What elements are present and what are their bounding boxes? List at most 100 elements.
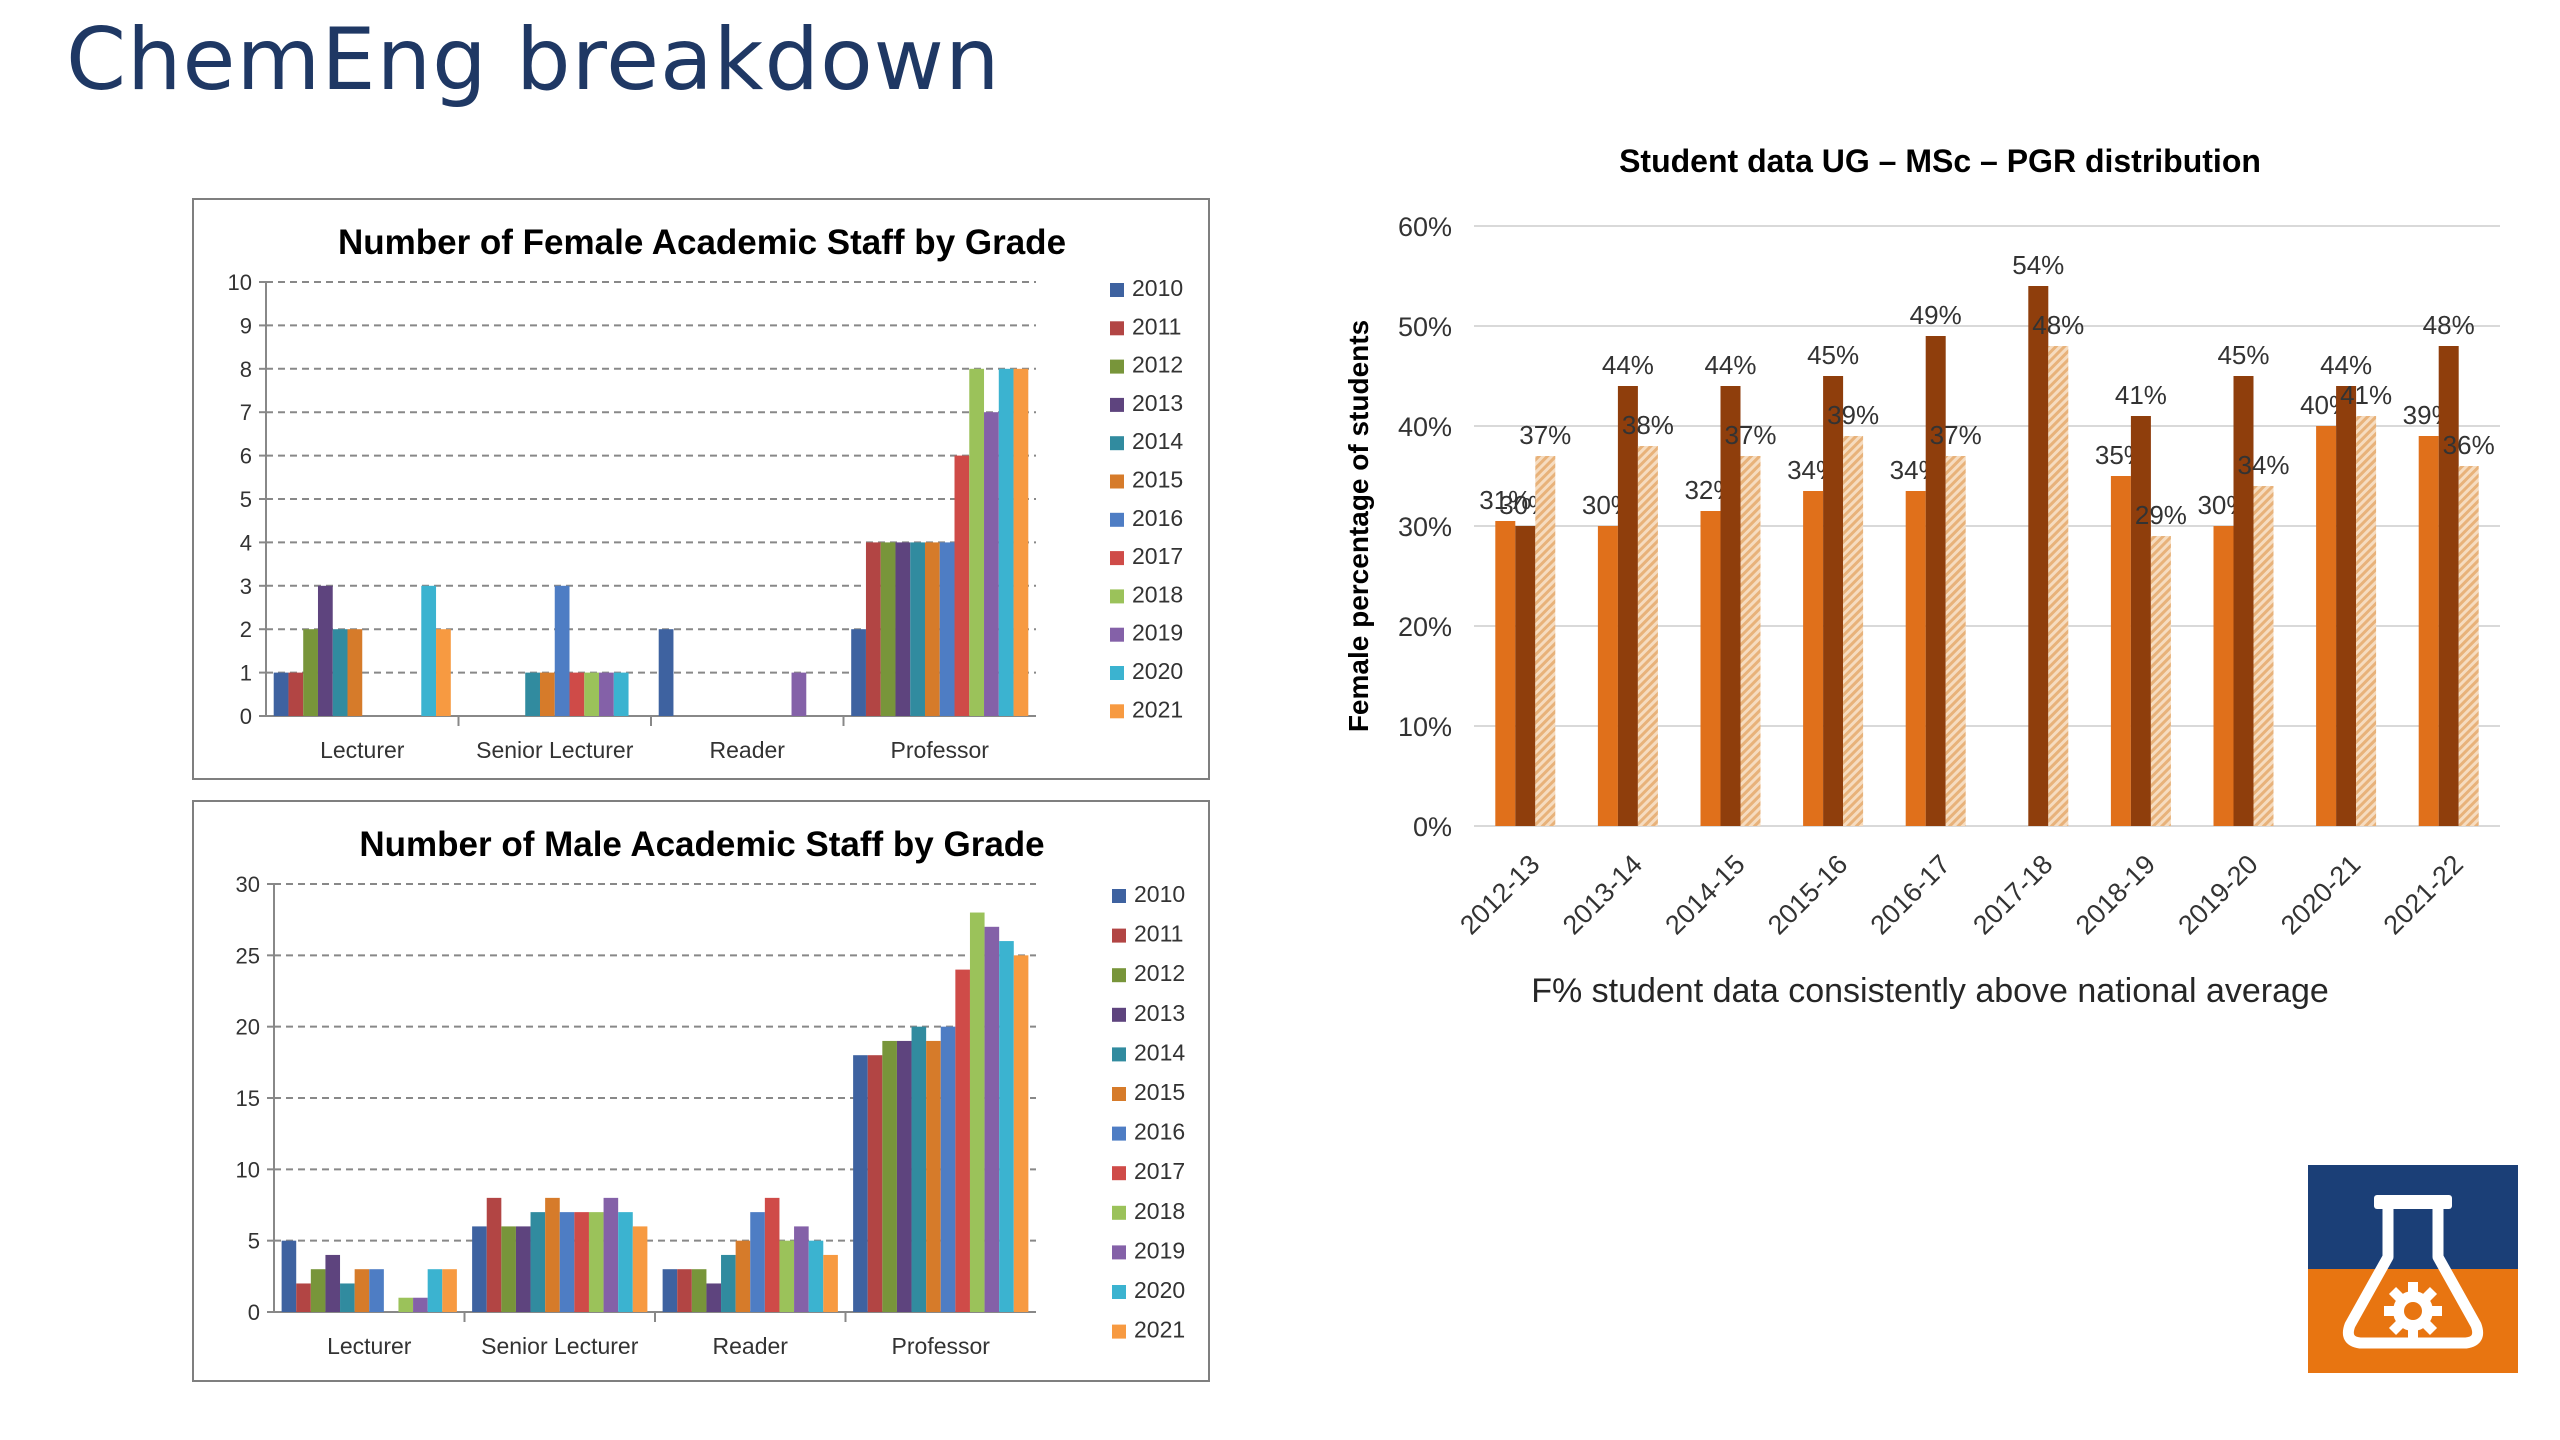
- bar: [569, 672, 585, 716]
- data-label: 37%: [1930, 420, 1982, 450]
- x-tick-label: 2015-16: [1762, 849, 1853, 940]
- y-tick-label: 30: [236, 872, 260, 897]
- bar: [998, 368, 1014, 716]
- bar: [954, 455, 970, 716]
- x-tick-label: 2020-21: [2275, 849, 2366, 940]
- x-tick-label: Reader: [713, 1333, 789, 1359]
- bar: [442, 1269, 457, 1312]
- y-tick-label: 0: [248, 1300, 260, 1325]
- bar: [421, 585, 437, 716]
- data-label: 54%: [2012, 250, 2064, 280]
- legend-swatch: [1112, 1007, 1126, 1022]
- legend-label: 2019: [1134, 1237, 1185, 1263]
- data-label: 38%: [1622, 410, 1674, 440]
- male-staff-chart: Number of Male Academic Staff by Grade 0 5…: [236, 825, 1186, 1359]
- chart-title: Number of Female Academic Staff by Grade: [338, 223, 1066, 262]
- bar: [354, 1269, 370, 1312]
- x-tick-label: 2014-15: [1659, 849, 1750, 940]
- bar: [2048, 346, 2069, 826]
- bar: [2316, 426, 2337, 826]
- data-label: 44%: [1704, 350, 1756, 380]
- legend-swatch: [1112, 889, 1126, 903]
- bar: [332, 629, 348, 716]
- y-tick-label: 3: [240, 574, 252, 599]
- legend-label: 2010: [1134, 881, 1185, 907]
- legend-swatch: [1110, 436, 1124, 451]
- legend-label: 2013: [1134, 1000, 1185, 1026]
- legend-swatch: [1112, 1047, 1126, 1062]
- bar: [880, 542, 896, 716]
- y-tick-label: 10: [228, 270, 252, 295]
- legend-label: 2020: [1132, 658, 1183, 684]
- y-tick-label: 15: [236, 1086, 260, 1111]
- bar: [911, 1026, 927, 1312]
- bar: [691, 1269, 707, 1312]
- y-tick-label: 1: [240, 661, 252, 686]
- bar: [735, 1240, 751, 1312]
- data-label: 48%: [2032, 310, 2084, 340]
- bar: [791, 672, 807, 716]
- bar: [2130, 416, 2151, 826]
- legend-label: 2015: [1134, 1079, 1185, 1105]
- x-tick-label: Lecturer: [320, 737, 405, 763]
- legend-label: 2021: [1134, 1317, 1185, 1343]
- x-tick-label: Senior Lecturer: [481, 1333, 639, 1359]
- bar: [599, 672, 614, 716]
- legend-label: 2016: [1132, 505, 1183, 531]
- data-label: 41%: [2115, 380, 2167, 410]
- y-tick-label: 5: [240, 487, 252, 512]
- x-tick-label: 2017-18: [1967, 849, 2058, 940]
- bar: [1495, 521, 1516, 826]
- bar: [530, 1212, 546, 1312]
- legend-label: 2020: [1134, 1277, 1185, 1303]
- legend-label: 2011: [1132, 313, 1181, 339]
- legend-swatch: [1112, 1126, 1126, 1141]
- bar: [1740, 456, 1761, 826]
- bar: [554, 585, 570, 716]
- bar: [969, 368, 985, 716]
- x-tick-label: Professor: [891, 737, 990, 763]
- y-tick-label: 60%: [1398, 212, 1452, 242]
- bar: [486, 1197, 502, 1312]
- bar: [525, 672, 540, 716]
- y-tick-label: 4: [240, 530, 252, 555]
- bar: [2418, 436, 2439, 826]
- male-staff-chart-frame: Number of Male Academic Staff by Grade 0 5…: [192, 800, 1210, 1382]
- logo: [2308, 1165, 2518, 1373]
- x-tick-label: Professor: [892, 1333, 991, 1359]
- slide-title: ChemEng breakdown: [66, 10, 1001, 110]
- legend-swatch: [1112, 1245, 1126, 1260]
- bar: [288, 672, 304, 716]
- bar: [2110, 476, 2131, 826]
- bar: [984, 412, 999, 716]
- bar: [1597, 526, 1618, 826]
- bar: [808, 1240, 824, 1312]
- bar: [764, 1197, 780, 1312]
- female-staff-chart-frame: Number of Female Academic Staff by Grade…: [192, 198, 1210, 780]
- legend-label: 2021: [1132, 696, 1183, 722]
- data-label: 36%: [2443, 430, 2495, 460]
- legend-swatch: [1112, 1166, 1126, 1181]
- bar: [955, 969, 970, 1312]
- y-tick-label: 0: [240, 704, 252, 729]
- bar: [896, 1040, 912, 1312]
- bar: [413, 1297, 428, 1312]
- bar: [2356, 416, 2377, 826]
- bar: [369, 1269, 384, 1312]
- bar: [1013, 955, 1029, 1312]
- bar: [926, 1040, 941, 1312]
- bar: [750, 1212, 765, 1312]
- y-tick-label: 6: [240, 444, 252, 469]
- legend-swatch: [1110, 627, 1124, 642]
- data-label: 44%: [2320, 350, 2372, 380]
- legend-swatch: [1112, 928, 1126, 943]
- y-tick-label: 20: [236, 1015, 260, 1040]
- legend-label: 2017: [1134, 1158, 1185, 1184]
- bar: [924, 542, 940, 716]
- bar: [559, 1212, 575, 1312]
- bar: [347, 629, 363, 716]
- legend-swatch: [1110, 474, 1124, 489]
- legend-label: 2014: [1134, 1039, 1185, 1065]
- legend-label: 2011: [1134, 921, 1183, 947]
- bar: [882, 1040, 897, 1312]
